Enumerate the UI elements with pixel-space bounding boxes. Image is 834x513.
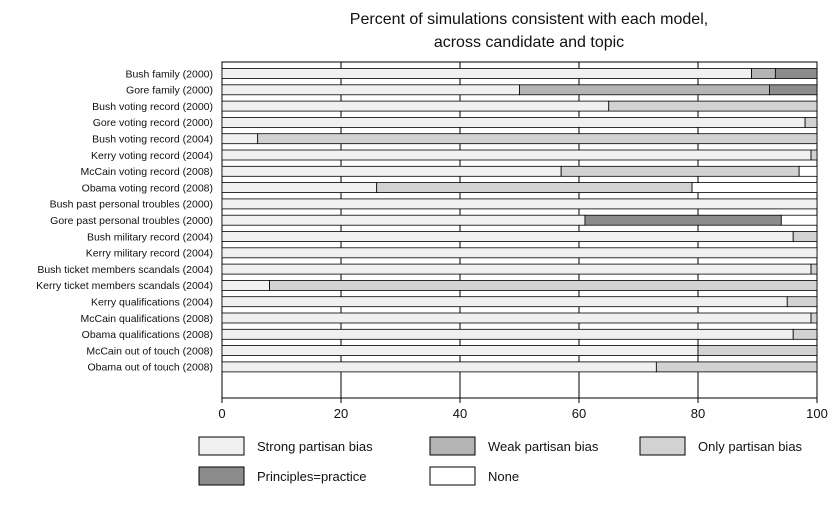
bar-segment [810, 312, 818, 324]
bar-segment [221, 133, 259, 145]
bar-segment [804, 117, 818, 128]
bar-segment [786, 296, 818, 308]
bar-segment [792, 328, 818, 340]
category-label: McCain out of touch (2008) [86, 345, 213, 357]
bar-segment [221, 328, 794, 340]
chart-title-line-1: Percent of simulations consistent with e… [350, 11, 708, 28]
legend-swatch [198, 436, 245, 456]
bar-segment [221, 312, 812, 324]
bar-segment [792, 231, 818, 242]
bar-segment [221, 117, 806, 128]
bar-segment [810, 263, 818, 275]
legend: Strong partisan bias Weak partisan bias On… [198, 436, 803, 486]
bar-segment [519, 84, 770, 96]
plot-area: Bush family (2000) Gore family (2000) Bush… [36, 61, 828, 421]
bar-segment [780, 214, 818, 226]
bar-segment [221, 361, 657, 373]
category-label: Bush military record (2004) [87, 231, 213, 243]
bar-segment [221, 182, 378, 194]
category-label: McCain qualifications (2008) [81, 313, 213, 325]
bar-segment [221, 296, 788, 308]
category-label: Obama voting record (2008) [82, 182, 213, 194]
legend-label: Weak partisan bias [488, 439, 599, 454]
legend-swatch [429, 466, 476, 486]
x-tick-label: 80 [691, 406, 705, 421]
bar-segment [810, 149, 818, 161]
bar-segment [584, 214, 782, 226]
bar-segment [751, 68, 776, 79]
category-label: Bush ticket members scandals (2004) [37, 264, 213, 276]
legend-swatch [639, 436, 686, 456]
category-label: Bush voting record (2000) [92, 101, 213, 113]
category-label: Bush past personal troubles (2000) [50, 199, 213, 211]
bar-segment [798, 165, 818, 177]
bar-segment [221, 247, 818, 259]
bar-segment [221, 149, 812, 161]
category-label: Bush voting record (2004) [92, 134, 213, 146]
legend-swatch [429, 436, 476, 456]
category-label: Obama out of touch (2008) [88, 362, 214, 374]
legend-swatch [198, 466, 245, 486]
bar-segment [257, 133, 818, 145]
category-label: Kerry military record (2004) [86, 248, 213, 260]
legend-label: Only partisan bias [698, 439, 803, 454]
category-label: Gore family (2000) [126, 85, 213, 97]
category-label: Kerry qualifications (2004) [91, 297, 213, 309]
category-label: Gore voting record (2000) [93, 117, 213, 129]
x-tick-label: 40 [453, 406, 467, 421]
bar-segment [691, 182, 818, 194]
legend-label: Strong partisan bias [257, 439, 373, 454]
bar-segment [769, 84, 818, 96]
x-tick-label: 100 [806, 406, 828, 421]
bar-segment [774, 68, 818, 79]
bar-segment [655, 361, 818, 373]
bar-segment [221, 165, 562, 177]
category-label: Kerry ticket members scandals (2004) [36, 280, 213, 292]
bar-segment [560, 165, 800, 177]
bar-segment [221, 100, 610, 112]
x-tick-label: 20 [334, 406, 348, 421]
bar-segment [221, 263, 812, 275]
bar-segment [608, 100, 818, 112]
bar-segment [376, 182, 693, 194]
bar-segment [697, 345, 818, 357]
bar-segment [221, 345, 699, 357]
category-label: Obama qualifications (2008) [82, 329, 213, 341]
category-label: McCain voting record (2008) [81, 166, 213, 178]
bar-segment [221, 214, 586, 226]
x-tick-label: 60 [572, 406, 586, 421]
legend-label: None [488, 469, 519, 484]
bar-segment [221, 68, 752, 79]
category-label: Kerry voting record (2004) [91, 150, 213, 162]
bar-segment [221, 198, 818, 210]
chart-title-line-2: across candidate and topic [434, 34, 624, 51]
x-tick-label: 0 [218, 406, 225, 421]
category-label: Gore past personal troubles (2000) [50, 215, 213, 227]
legend-label: Principles=practice [257, 469, 366, 484]
bar-segment [221, 279, 270, 291]
bar-segment [221, 84, 520, 96]
bar-segment [221, 231, 794, 242]
category-label: Bush family (2000) [125, 68, 213, 80]
bar-segment [269, 279, 818, 291]
